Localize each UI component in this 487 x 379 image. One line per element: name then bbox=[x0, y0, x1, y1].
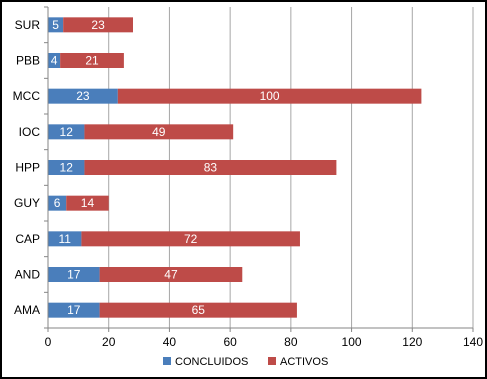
x-tick-label: 0 bbox=[45, 335, 52, 349]
data-label: 12 bbox=[60, 125, 74, 139]
bars: 5 23 4 21 23 100 12 49 12 83 6 14 11 72 17 47 17 65 bbox=[48, 17, 422, 318]
bar-activos-hpp bbox=[84, 160, 337, 175]
x-tick-label: 40 bbox=[163, 335, 177, 349]
bar-activos-pbb bbox=[60, 53, 124, 68]
category-label: MCC bbox=[13, 89, 41, 103]
data-label: 17 bbox=[67, 268, 81, 282]
legend-swatch-concluidos bbox=[163, 357, 171, 365]
data-label: 65 bbox=[192, 303, 206, 317]
x-tick-label: 80 bbox=[284, 335, 298, 349]
category-label: PBB bbox=[16, 54, 40, 68]
data-label: 23 bbox=[91, 18, 105, 32]
data-label: 72 bbox=[184, 232, 198, 246]
legend-label-activos: ACTIVOS bbox=[280, 356, 328, 368]
data-label: 83 bbox=[204, 161, 218, 175]
legend-swatch-activos bbox=[268, 357, 276, 365]
data-label: 17 bbox=[67, 303, 81, 317]
data-label: 12 bbox=[60, 161, 74, 175]
data-label: 4 bbox=[51, 54, 58, 68]
data-label: 21 bbox=[85, 54, 99, 68]
data-label: 23 bbox=[76, 89, 90, 103]
bar-activos-sur bbox=[63, 17, 133, 33]
category-label: SUR bbox=[15, 18, 41, 32]
data-label: 6 bbox=[54, 196, 61, 210]
bar-activos-guy bbox=[66, 195, 109, 211]
category-label: AND bbox=[15, 268, 41, 282]
category-label: GUY bbox=[14, 196, 40, 210]
data-label: 14 bbox=[81, 196, 95, 210]
category-label: HPP bbox=[15, 161, 40, 175]
bar-concluidos-mcc bbox=[48, 88, 118, 104]
legend-label-concluidos: CONCLUIDOS bbox=[175, 356, 248, 368]
data-label: 47 bbox=[164, 268, 178, 282]
bar-activos-cap bbox=[81, 231, 300, 247]
legend: CONCLUIDOS ACTIVOS bbox=[163, 356, 328, 368]
data-label: 49 bbox=[152, 125, 166, 139]
x-tick-label: 100 bbox=[342, 335, 362, 349]
x-tick-label: 60 bbox=[223, 335, 237, 349]
bar-concluidos-ioc bbox=[48, 124, 85, 140]
bar-concluidos-cap bbox=[48, 231, 82, 247]
data-label: 5 bbox=[52, 18, 59, 32]
bar-concluidos-ama bbox=[48, 302, 100, 318]
category-label: AMA bbox=[14, 303, 40, 317]
axes: SUR PBB MCC IOC HPP GUY CAP AND AMA 0 20 40 60 80 100 1… bbox=[13, 6, 483, 349]
data-label: 100 bbox=[260, 89, 280, 103]
data-label: 11 bbox=[58, 232, 71, 246]
bar-activos-mcc bbox=[117, 88, 422, 104]
bar-concluidos-hpp bbox=[48, 160, 85, 175]
x-tick-label: 120 bbox=[402, 335, 422, 349]
bar-concluidos-pbb bbox=[48, 53, 61, 68]
bar-concluidos-and bbox=[48, 267, 100, 282]
bar-activos-ioc bbox=[84, 124, 234, 140]
bar-concluidos-guy bbox=[48, 195, 67, 211]
bar-concluidos-sur bbox=[48, 17, 64, 33]
x-tick-label: 140 bbox=[463, 335, 483, 349]
x-tick-label: 20 bbox=[102, 335, 116, 349]
category-label: IOC bbox=[19, 125, 41, 139]
category-label: CAP bbox=[15, 232, 40, 246]
bar-activos-and bbox=[99, 267, 243, 282]
bar-activos-ama bbox=[99, 302, 297, 318]
